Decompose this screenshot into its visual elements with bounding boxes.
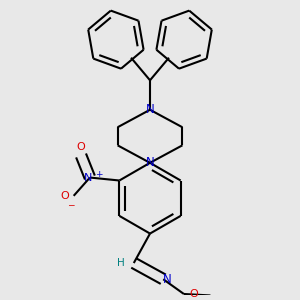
Text: +: + (95, 170, 103, 179)
Text: O: O (61, 191, 69, 201)
Text: O: O (190, 289, 199, 299)
Text: N: N (146, 156, 154, 169)
Text: H: H (117, 258, 125, 268)
Text: N: N (84, 172, 93, 183)
Text: −: − (67, 200, 74, 209)
Text: N: N (146, 103, 154, 116)
Text: N: N (163, 273, 172, 286)
Text: O: O (77, 142, 85, 152)
